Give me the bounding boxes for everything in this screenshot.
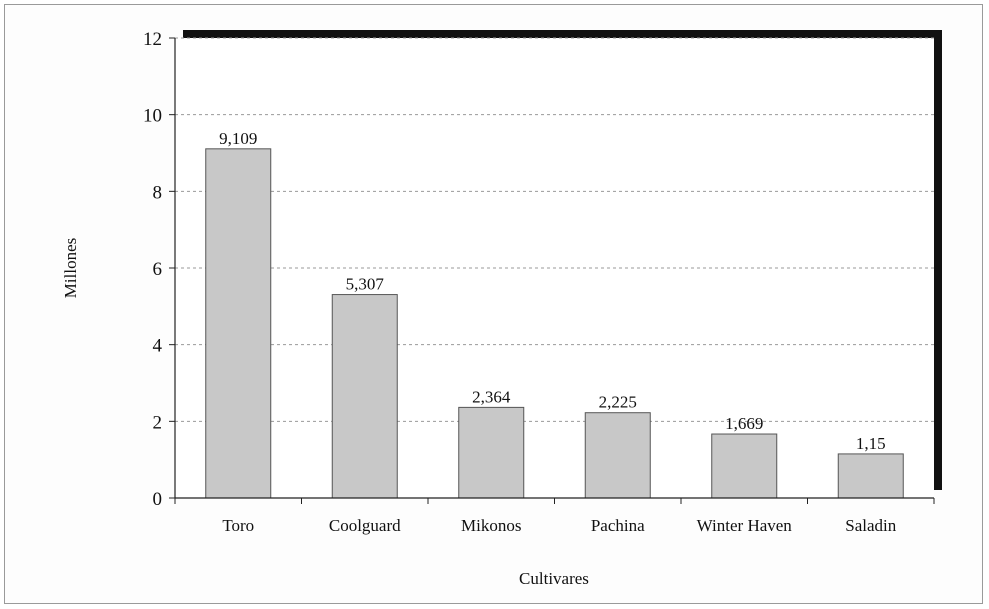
data-label: 1,15 (856, 434, 886, 453)
x-tick-label: Coolguard (329, 516, 401, 535)
y-tick-label: 2 (153, 412, 163, 433)
bar (458, 406, 525, 499)
bar (584, 412, 651, 499)
bar (711, 433, 778, 499)
data-labels: 9,109 5,307 2,364 2,225 1,669 1,15 (219, 129, 886, 453)
y-tick-label: 12 (143, 29, 162, 50)
x-tick-label: Pachina (591, 516, 645, 535)
y-tick-label: 6 (153, 259, 163, 280)
data-label: 2,225 (599, 393, 637, 412)
axes (169, 37, 935, 504)
x-tick-label: Toro (222, 516, 254, 535)
bar (837, 453, 904, 499)
x-tick-label: Saladin (845, 516, 896, 535)
bar (205, 148, 272, 499)
y-tick-label: 10 (143, 106, 162, 127)
y-axis-label: Millones (61, 238, 80, 298)
y-tick-label: 4 (153, 336, 163, 357)
x-tick-labels: Toro Coolguard Mikonos Pachina Winter Haven S… (222, 516, 896, 535)
data-label: 1,669 (725, 414, 763, 433)
y-tick-labels: 0 2 4 6 8 10 12 (143, 29, 163, 510)
bar (331, 294, 398, 499)
x-tick-label: Mikonos (461, 516, 521, 535)
x-tick-label: Winter Haven (697, 516, 793, 535)
y-tick-label: 0 (153, 489, 163, 510)
x-axis-label: Cultivares (519, 569, 589, 588)
data-label: 2,364 (472, 387, 511, 406)
data-label: 5,307 (346, 275, 385, 294)
data-label: 9,109 (219, 129, 257, 148)
gridlines (175, 37, 934, 422)
bars (205, 148, 904, 499)
y-tick-label: 8 (153, 182, 163, 203)
